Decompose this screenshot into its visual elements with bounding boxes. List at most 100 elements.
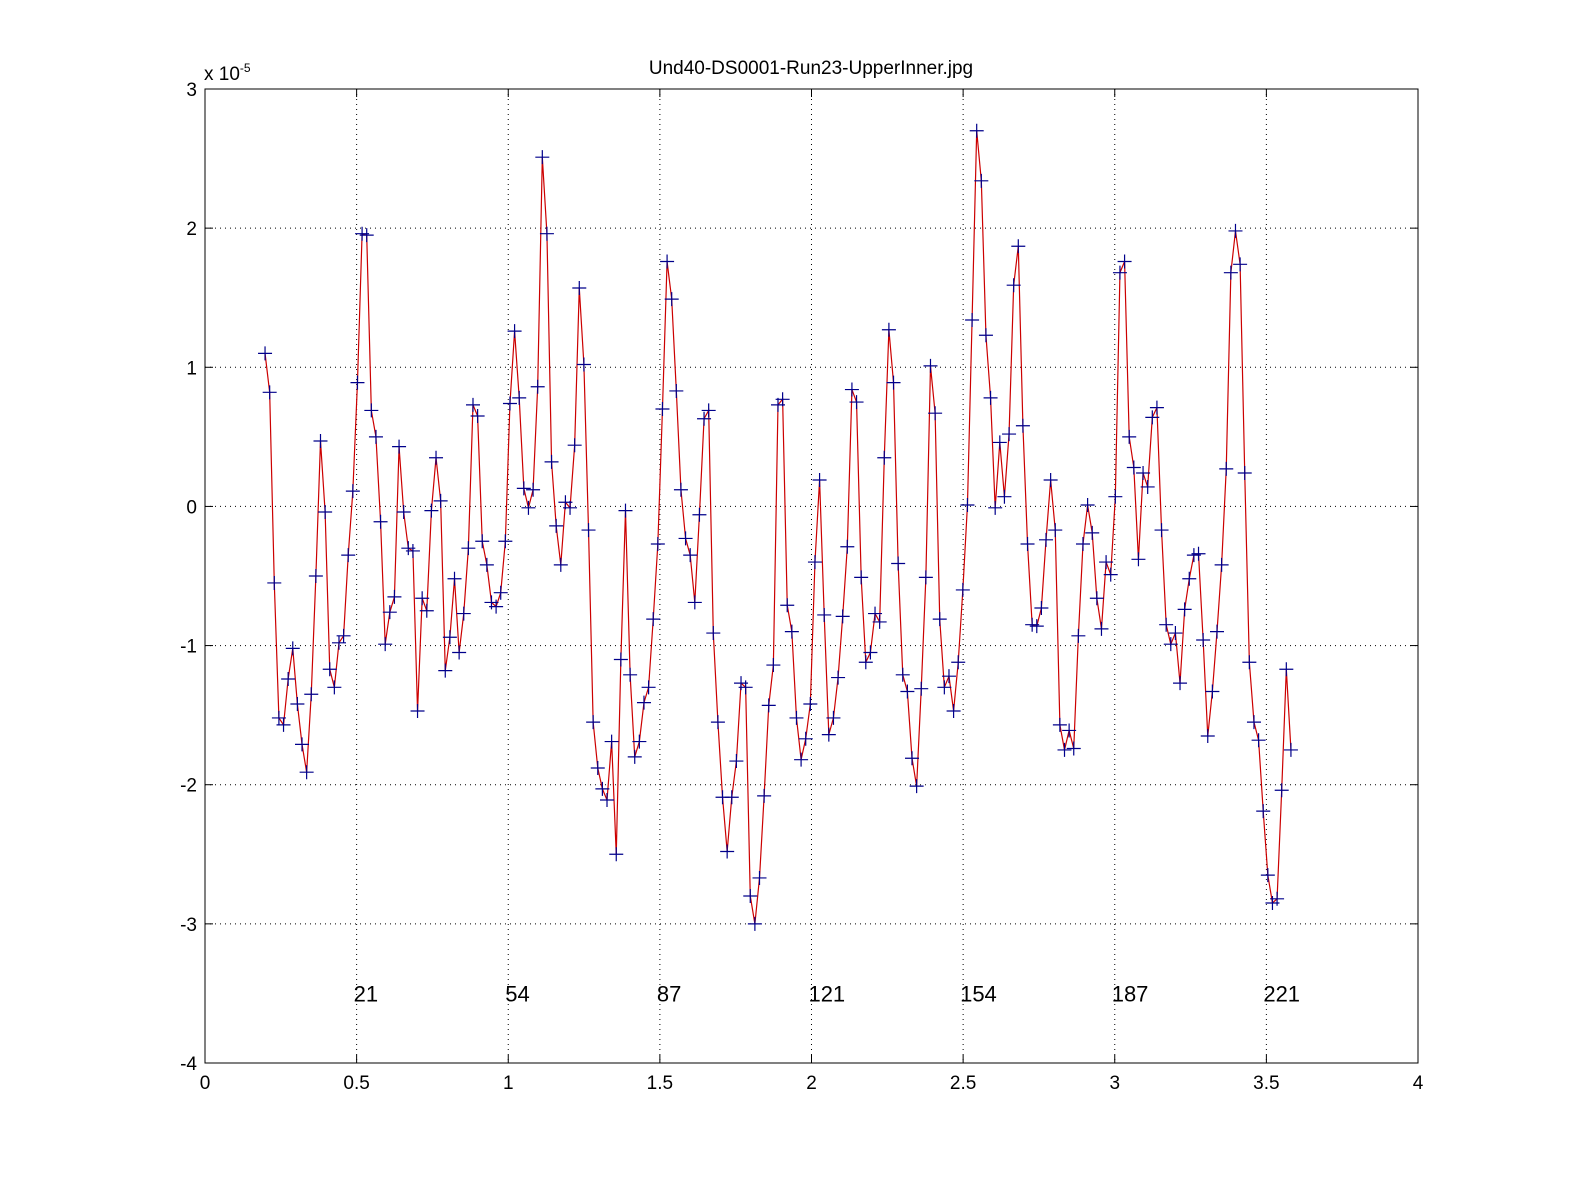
data-point-marker [465, 397, 480, 412]
data-point-marker [590, 761, 605, 776]
data-point-marker [1020, 536, 1035, 551]
data-point-marker [844, 382, 859, 397]
data-point-marker [433, 493, 448, 508]
data-point-marker [803, 697, 818, 712]
data-point-marker [710, 715, 725, 730]
data-point-marker [1043, 472, 1058, 487]
data-point-marker [475, 534, 490, 549]
data-point-marker [345, 484, 360, 499]
data-point-marker [905, 751, 920, 766]
data-point-marker [960, 498, 975, 513]
annotation-label: 54 [505, 981, 529, 1006]
data-point-marker [493, 585, 508, 600]
data-point-marker [461, 541, 476, 556]
data-point-marker [650, 536, 665, 551]
data-point-marker [826, 710, 841, 725]
x-tick-label: 1.5 [647, 1073, 673, 1094]
data-point-marker [821, 727, 836, 742]
data-point-marker [923, 358, 938, 373]
data-point-marker [447, 571, 462, 586]
data-point-marker [405, 543, 420, 558]
data-point-marker [872, 614, 887, 629]
data-point-marker [941, 669, 956, 684]
annotation-label: 154 [960, 981, 997, 1006]
y-exponent-label: x 10-5 [204, 61, 251, 85]
data-point-marker [512, 390, 527, 405]
data-point-marker [1122, 429, 1137, 444]
data-point-marker [951, 655, 966, 670]
data-point-marker [1117, 254, 1132, 269]
annotation-label: 87 [657, 981, 681, 1006]
data-point-marker [1052, 717, 1067, 732]
data-point-marker [932, 612, 947, 627]
data-point-marker [849, 395, 864, 410]
data-point-marker [761, 698, 776, 713]
data-point-marker [928, 406, 943, 421]
data-point-marker [891, 556, 906, 571]
data-point-marker [692, 507, 707, 522]
data-point-marker [1177, 602, 1192, 617]
data-point-marker [1039, 532, 1054, 547]
annotation-label: 121 [808, 981, 845, 1006]
data-point-marker [623, 667, 638, 682]
data-point-marker [678, 531, 693, 546]
data-point-marker [1163, 637, 1178, 652]
axes-box [204, 88, 1419, 1064]
data-point-marker [1015, 418, 1030, 433]
x-tick-label: 4 [1413, 1073, 1424, 1094]
data-point-marker [1062, 723, 1077, 738]
data-point-marker [378, 637, 393, 652]
data-point-marker [1103, 567, 1118, 582]
data-point-marker [669, 383, 684, 398]
data-point-marker [295, 737, 310, 752]
data-point-marker [946, 703, 961, 718]
data-point-marker [470, 408, 485, 423]
data-point-marker [600, 793, 615, 808]
data-point-marker [581, 523, 596, 538]
data-point-marker [1159, 617, 1174, 632]
x-tick-label: 0 [200, 1073, 211, 1094]
y-tick-label: -1 [180, 637, 197, 658]
data-point-marker [743, 889, 758, 904]
data-point-marker [586, 715, 601, 730]
data-point-marker [1080, 498, 1095, 513]
data-point-marker [368, 429, 383, 444]
data-point-marker [438, 663, 453, 678]
data-point-marker [757, 788, 772, 803]
data-point-marker [502, 396, 517, 411]
data-point-marker [364, 403, 379, 418]
x-tick-label: 0.5 [343, 1073, 369, 1094]
data-point-marker [918, 570, 933, 585]
data-point-marker [895, 667, 910, 682]
data-point-marker [1029, 619, 1044, 634]
data-point-marker [807, 555, 822, 570]
data-point-marker [415, 591, 430, 606]
annotations: 21 54 87 121 154 187 221 [354, 981, 1300, 1006]
data-point-marker [1251, 733, 1266, 748]
data-point-marker [900, 684, 915, 699]
tick-labels: 0 0.5 1 1.5 2 2.5 3 3.5 4 -4 -3 -2 -1 0 1 2 3 [180, 80, 1424, 1094]
data-point-marker [563, 500, 578, 515]
data-point-marker [655, 402, 670, 417]
data-point-marker [1228, 223, 1243, 238]
data-point-marker [290, 697, 305, 712]
data-point-marker [673, 482, 688, 497]
data-point-marker [429, 450, 444, 465]
data-point-marker [521, 500, 536, 515]
data-point-marker [530, 379, 545, 394]
data-point-marker [479, 557, 494, 572]
data-point-marker [868, 606, 883, 621]
data-point-marker [1270, 891, 1285, 906]
data-point-marker [1223, 265, 1238, 280]
data-point-marker [1136, 466, 1151, 481]
data-point-marker [1233, 257, 1248, 272]
annotation-label: 187 [1112, 981, 1149, 1006]
y-tick-label: 0 [186, 497, 197, 518]
data-point-marker [969, 123, 984, 138]
data-series [264, 130, 1292, 924]
data-point-marker [262, 385, 277, 400]
data-point-marker [308, 569, 323, 583]
data-point-marker [729, 754, 744, 769]
data-point-marker [724, 790, 739, 805]
data-point-marker [1085, 525, 1100, 540]
